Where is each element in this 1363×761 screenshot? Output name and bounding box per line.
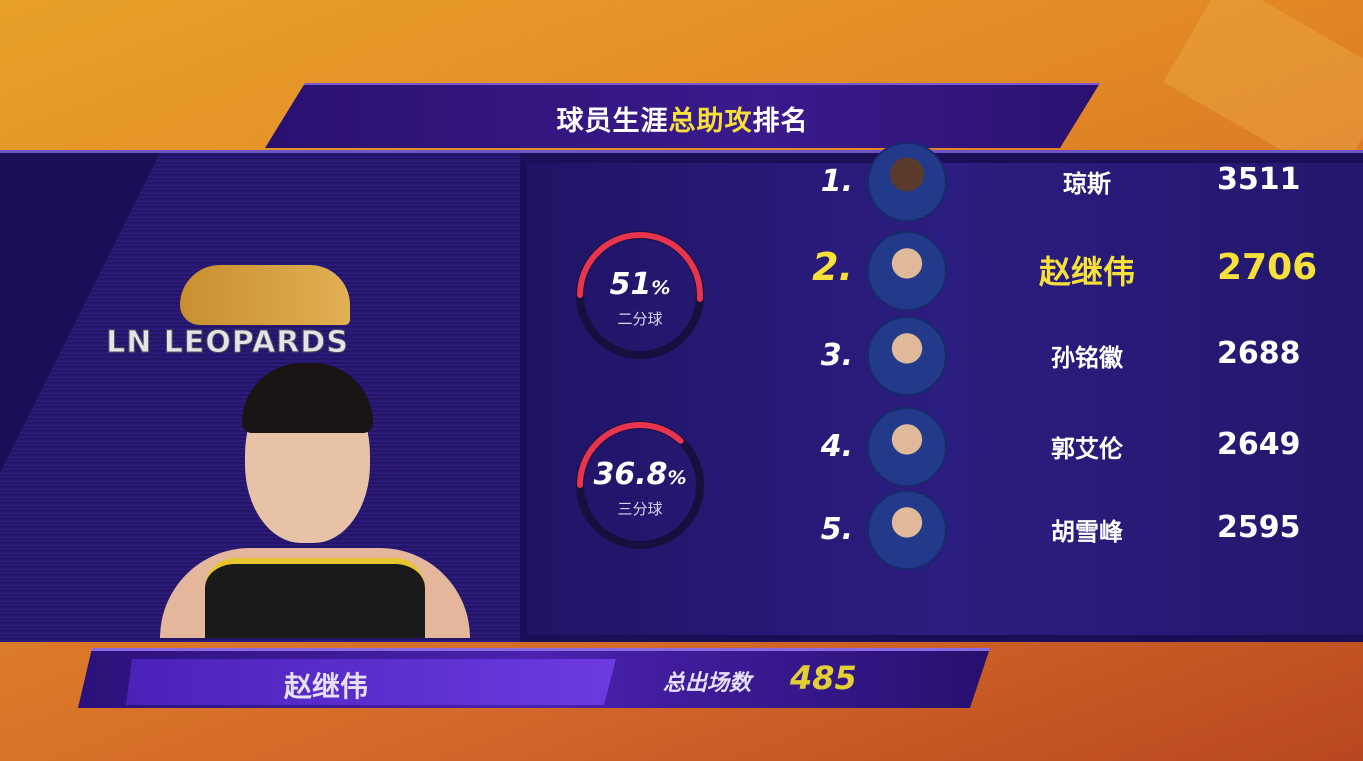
ranking-row: 5. 胡雪峰 2595 bbox=[527, 490, 1363, 570]
player-avatar bbox=[867, 490, 947, 570]
rank-number: 4. bbox=[820, 429, 853, 464]
two-point-gauge: 51% 二分球 bbox=[570, 225, 710, 365]
player-photo bbox=[160, 363, 470, 638]
assist-total: 2595 bbox=[1217, 510, 1301, 545]
assist-total: 2649 bbox=[1217, 427, 1301, 462]
ranking-panel: 51% 二分球 36.8% 三分球 1. 琼斯 3511 2. 赵继伟 2706 3… bbox=[527, 142, 1363, 635]
rank-number: 1. bbox=[820, 164, 853, 199]
page-title: 球员生涯总助攻排名 bbox=[556, 106, 809, 137]
player-avatar bbox=[867, 231, 947, 311]
player-avatar bbox=[867, 142, 947, 222]
ranking-row: 2. 赵继伟 2706 bbox=[527, 231, 1363, 311]
rank-number: 5. bbox=[820, 512, 853, 547]
assist-total: 2706 bbox=[1217, 247, 1318, 288]
player-name: 赵继伟 bbox=[283, 670, 368, 703]
player-name: 琼斯 bbox=[1063, 170, 1111, 198]
leopard-icon bbox=[180, 265, 350, 325]
player-name: 赵继伟 bbox=[1038, 253, 1135, 291]
player-info-bar: 赵继伟 总出场数 485 bbox=[78, 648, 990, 708]
games-label: 总出场数 bbox=[663, 671, 752, 696]
gauge-arc bbox=[577, 422, 703, 548]
rank-number: 2. bbox=[812, 245, 853, 289]
player-photo-panel: LN LEOPARDS bbox=[0, 153, 520, 642]
games-value: 485 bbox=[790, 659, 857, 697]
player-name-box: 赵继伟 bbox=[126, 659, 616, 705]
rank-number: 3. bbox=[820, 338, 853, 373]
ranking-row: 4. 郭艾伦 2649 bbox=[527, 407, 1363, 487]
main-panel: LN LEOPARDS 51% 二分球 36.8% 三分球 1. 琼斯 3511… bbox=[0, 142, 1363, 642]
player-name: 郭艾伦 bbox=[1051, 435, 1123, 463]
three-point-gauge: 36.8% 三分球 bbox=[570, 415, 710, 555]
ranking-row: 1. 琼斯 3511 bbox=[527, 142, 1363, 222]
assist-total: 3511 bbox=[1217, 162, 1301, 197]
player-avatar bbox=[867, 316, 947, 396]
gauge-arc bbox=[577, 232, 703, 358]
assist-total: 2688 bbox=[1217, 336, 1301, 371]
team-logo: LN LEOPARDS bbox=[80, 265, 375, 415]
title-bar: 球员生涯总助攻排名 bbox=[265, 83, 1100, 148]
player-name: 孙铭徽 bbox=[1051, 344, 1123, 372]
player-avatar bbox=[867, 407, 947, 487]
ranking-row: 3. 孙铭徽 2688 bbox=[527, 316, 1363, 396]
player-name: 胡雪峰 bbox=[1051, 518, 1123, 546]
